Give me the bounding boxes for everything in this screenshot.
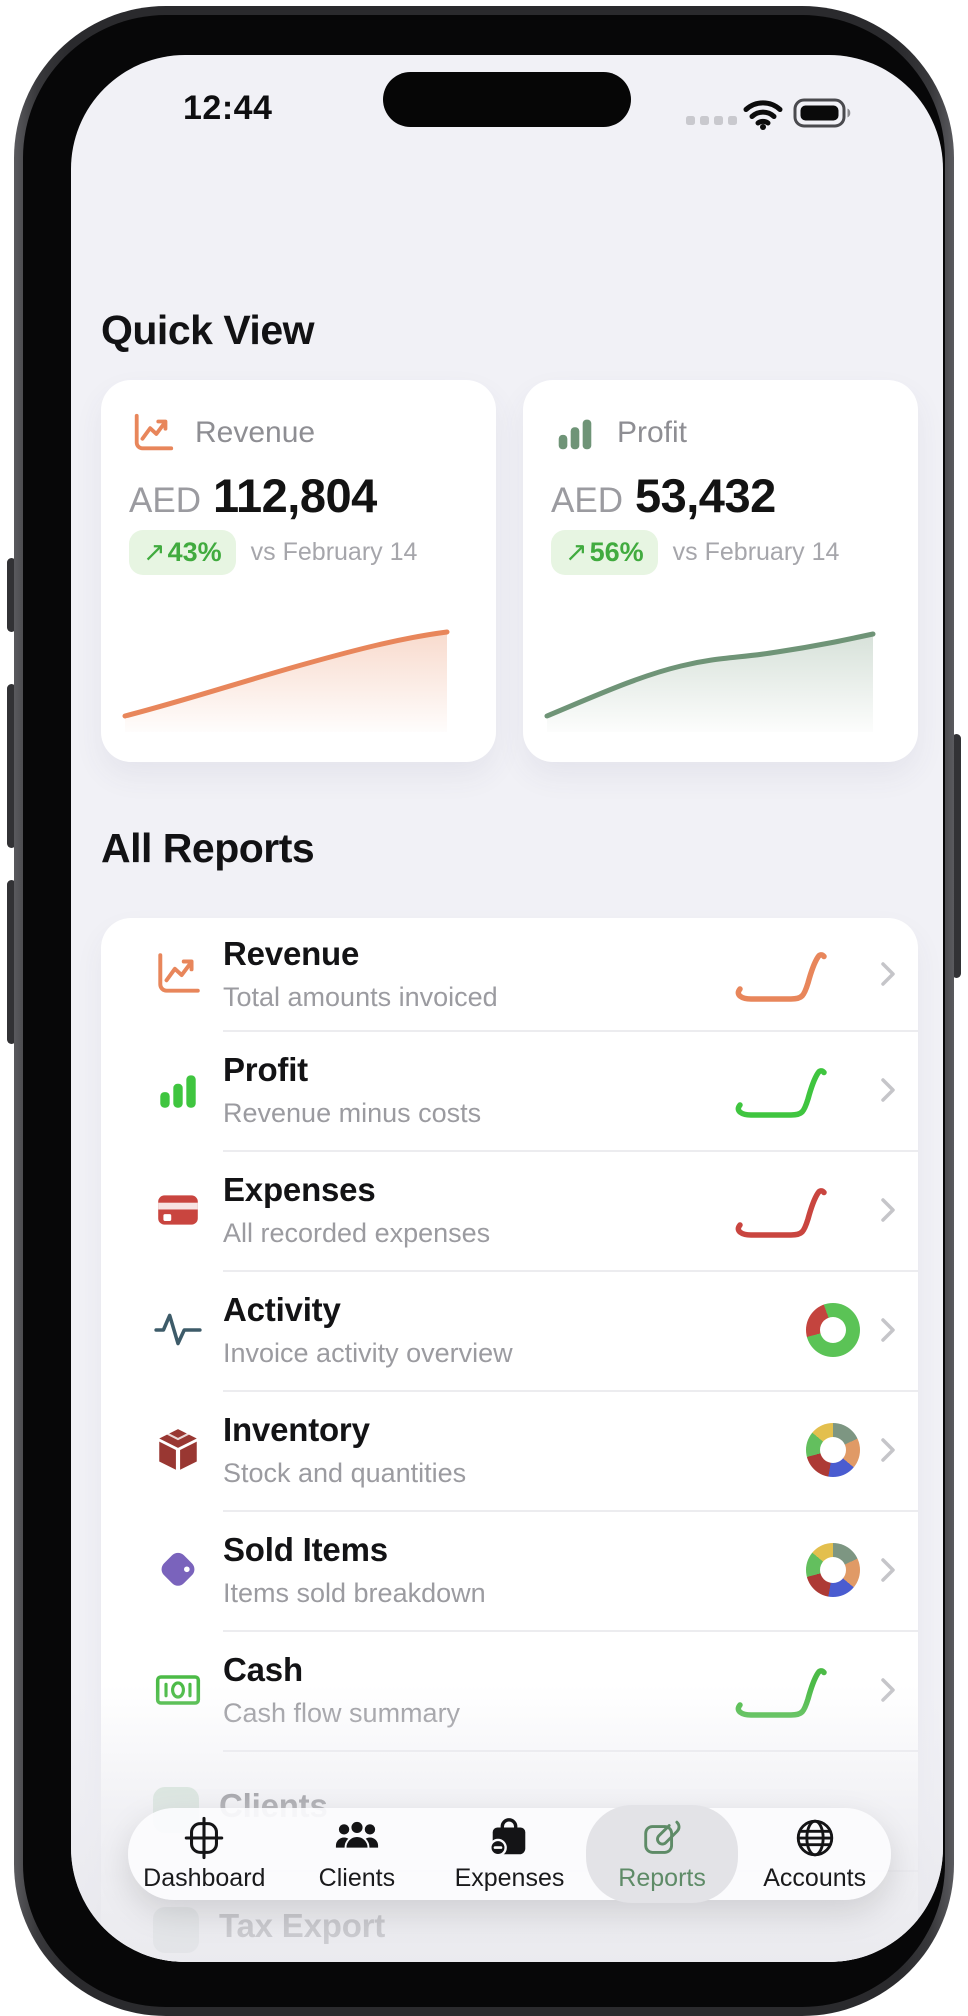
phone-frame: 12:44 Quick View xyxy=(14,6,954,2016)
volume-down-button xyxy=(7,880,16,1044)
compare-label: vs February 14 xyxy=(672,538,840,566)
pulse-icon xyxy=(154,1313,202,1346)
revenue-sparkline xyxy=(122,629,450,732)
chevron-right-icon xyxy=(881,962,895,986)
bar-chart-icon xyxy=(558,419,592,450)
revenue-value: 112,804 xyxy=(212,469,377,522)
battery-icon xyxy=(793,98,851,128)
sold-items-donut-chart xyxy=(806,1543,860,1597)
report-row-sold-items[interactable]: Sold Items Items sold breakdown xyxy=(101,1510,918,1630)
clients-icon xyxy=(335,1819,378,1850)
currency-label: AED xyxy=(129,481,201,520)
status-time: 12:44 xyxy=(183,89,273,127)
tag-icon xyxy=(161,1552,195,1586)
reports-list: Revenue Total amounts invoiced xyxy=(101,918,918,1962)
tab-clients[interactable]: Clients xyxy=(281,1808,434,1900)
credit-card-icon xyxy=(158,1195,198,1225)
report-row-cash[interactable]: Cash Cash flow summary xyxy=(101,1630,918,1750)
mini-sparkline xyxy=(735,952,827,1002)
wifi-icon xyxy=(743,100,783,130)
chevron-right-icon xyxy=(881,1318,895,1342)
mute-switch xyxy=(7,558,16,632)
cellular-signal-icon xyxy=(686,116,737,125)
chevron-right-icon xyxy=(881,1678,895,1702)
report-row-expenses[interactable]: Expenses All recorded expenses xyxy=(101,1150,918,1270)
dynamic-island xyxy=(383,72,631,127)
app-screen: 12:44 Quick View xyxy=(71,55,943,1962)
accounts-icon xyxy=(796,1819,833,1857)
chevron-right-icon xyxy=(881,1438,895,1462)
compare-label: vs February 14 xyxy=(250,538,418,566)
change-badge: ↗56% xyxy=(551,530,658,575)
change-badge: ↗43% xyxy=(129,530,236,575)
volume-up-button xyxy=(7,684,16,848)
power-button xyxy=(952,734,961,978)
profit-sparkline xyxy=(544,631,876,732)
expenses-icon xyxy=(489,1818,526,1857)
revenue-summary-card[interactable]: Revenue AED 112,804 ↗43% vs February 14 xyxy=(101,380,496,762)
report-row-inventory[interactable]: Inventory Stock and quantities xyxy=(101,1390,918,1510)
inventory-donut-chart xyxy=(806,1423,860,1477)
chevron-right-icon xyxy=(881,1078,895,1102)
all-reports-title: All Reports xyxy=(101,825,315,871)
profit-summary-card[interactable]: Profit AED 53,432 ↗56% vs February 14 xyxy=(523,380,918,762)
tab-dashboard[interactable]: Dashboard xyxy=(128,1808,281,1900)
reports-icon xyxy=(644,1820,681,1854)
quick-view-cards: Revenue AED 112,804 ↗43% vs February 14 xyxy=(101,380,918,762)
tab-bar: Dashboard Clients xyxy=(128,1805,891,1903)
mini-sparkline xyxy=(735,1668,827,1718)
box-icon xyxy=(159,1429,197,1470)
tab-accounts[interactable]: Accounts xyxy=(738,1808,891,1900)
tab-expenses[interactable]: Expenses xyxy=(433,1808,586,1900)
dashboard-icon xyxy=(185,1816,224,1860)
card-label: Revenue xyxy=(195,416,316,449)
quick-view-title: Quick View xyxy=(101,307,315,353)
profit-value: 53,432 xyxy=(634,469,776,522)
currency-label: AED xyxy=(551,481,623,520)
card-label: Profit xyxy=(617,416,688,449)
mini-sparkline xyxy=(735,1188,827,1238)
tab-reports[interactable]: Reports xyxy=(585,1805,739,1903)
tax-export-icon xyxy=(153,1907,199,1953)
bar-chart-icon xyxy=(160,1075,196,1108)
mini-sparkline xyxy=(735,1068,827,1118)
line-chart-icon xyxy=(134,413,174,451)
banknote-icon xyxy=(155,1675,201,1705)
report-row-profit[interactable]: Profit Revenue minus costs xyxy=(101,1030,918,1150)
activity-donut-chart xyxy=(806,1303,860,1357)
report-row-activity[interactable]: Activity Invoice activity overview xyxy=(101,1270,918,1390)
chevron-right-icon xyxy=(881,1198,895,1222)
phone-bezel: 12:44 Quick View xyxy=(23,15,945,2007)
chevron-right-icon xyxy=(881,1558,895,1582)
line-chart-icon xyxy=(158,953,200,993)
report-row-revenue[interactable]: Revenue Total amounts invoiced xyxy=(101,918,918,1030)
